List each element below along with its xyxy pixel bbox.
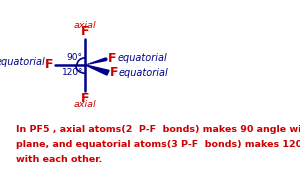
Text: 120°: 120° xyxy=(62,69,84,78)
Text: with each other.: with each other. xyxy=(16,155,102,164)
Text: 90°: 90° xyxy=(67,53,82,62)
Text: equatorial: equatorial xyxy=(119,68,169,78)
Text: F: F xyxy=(110,66,118,79)
Polygon shape xyxy=(85,65,109,75)
Text: axial: axial xyxy=(74,100,97,109)
Text: F: F xyxy=(108,52,117,65)
Text: In PF5 , axial atoms(2  P-F  bonds) makes 90 angle with the: In PF5 , axial atoms(2 P-F bonds) makes … xyxy=(16,125,300,134)
Text: plane, and equatorial atoms(3 P-F  bonds) makes 120 angle: plane, and equatorial atoms(3 P-F bonds)… xyxy=(16,140,300,149)
Text: equatorial: equatorial xyxy=(118,53,167,63)
Text: F: F xyxy=(45,58,53,71)
Text: F: F xyxy=(81,25,89,38)
Text: equatorial: equatorial xyxy=(0,57,45,67)
Text: F: F xyxy=(81,92,89,105)
Text: axial: axial xyxy=(74,21,97,30)
